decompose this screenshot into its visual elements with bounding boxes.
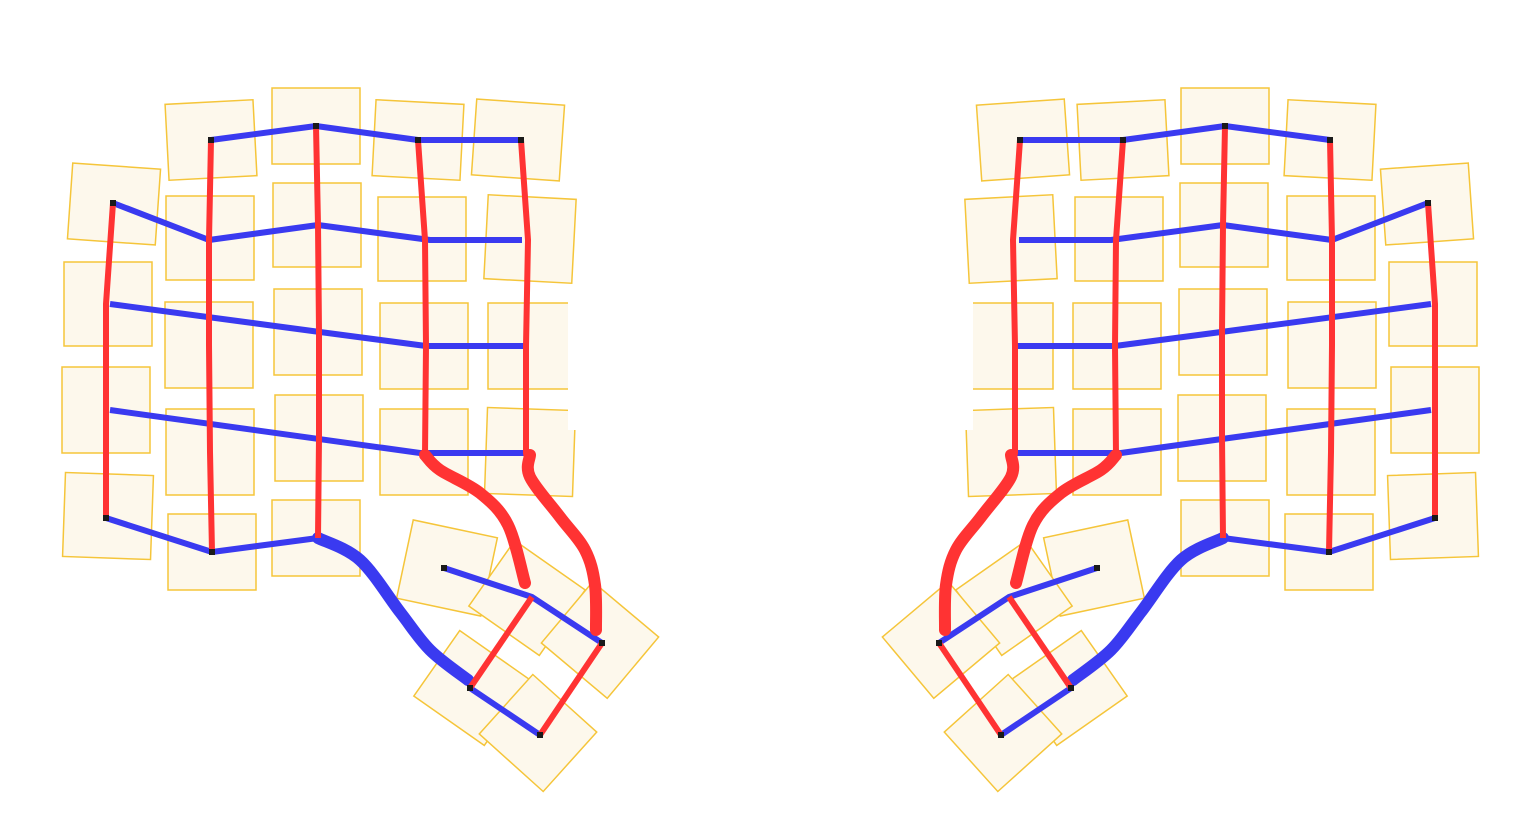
left-column-wire [537,641,605,737]
left-column-wire [467,595,535,690]
left-column-wire [415,139,429,456]
left-wire-nodes [103,123,605,738]
blank-gap [568,300,580,430]
right-key-outlines [881,87,1480,793]
left-column-wire [419,449,531,589]
right-wire-node [1222,123,1228,129]
right-half [881,87,1480,793]
right-wire-node [1094,565,1100,571]
right-wire-node [1120,137,1126,143]
right-column-wire [1010,449,1122,589]
left-wire-node [208,137,214,143]
right-column-wire [1006,595,1074,690]
right-wire-node [1326,549,1332,555]
right-wire-node [1425,200,1431,206]
right-column-wires [936,125,1438,737]
right-column-wire [938,449,1020,636]
right-wire-node [936,640,942,646]
right-column-wire [1425,202,1438,518]
left-wire-node [518,137,524,143]
right-row-wire [1067,532,1229,686]
right-wire-node [1017,137,1023,143]
left-column-wire [313,125,322,539]
right-row-wire [999,685,1073,738]
left-column-wire [103,202,116,518]
left-wire-node [467,685,473,691]
blank-gap [961,300,973,430]
left-wire-node [599,640,605,646]
left-row-wire [468,685,542,738]
right-row-wire [1020,123,1331,143]
left-key-outlines [61,87,660,793]
right-row-wire [1015,301,1432,349]
left-wire-node [313,123,319,129]
left-wire-node [110,200,116,206]
left-row-wire [210,123,521,143]
left-row-wire [109,301,526,349]
right-wire-node [1432,515,1438,521]
right-wire-node [998,732,1004,738]
left-wire-node [441,565,447,571]
left-column-wires [103,125,605,737]
left-wire-node [209,549,215,555]
left-wire-node [103,515,109,521]
left-half [61,87,660,793]
right-column-wire [1112,139,1126,456]
left-column-wire [521,449,603,636]
left-row-wire [312,532,474,686]
left-wire-node [415,137,421,143]
left-column-wire [206,139,215,553]
right-wire-node [1327,137,1333,143]
left-wire-node [537,732,543,738]
right-column-wire [1326,139,1335,553]
right-column-wire [1219,125,1228,539]
right-column-wire [936,641,1004,737]
right-wire-nodes [936,123,1438,738]
right-wire-node [1068,685,1074,691]
